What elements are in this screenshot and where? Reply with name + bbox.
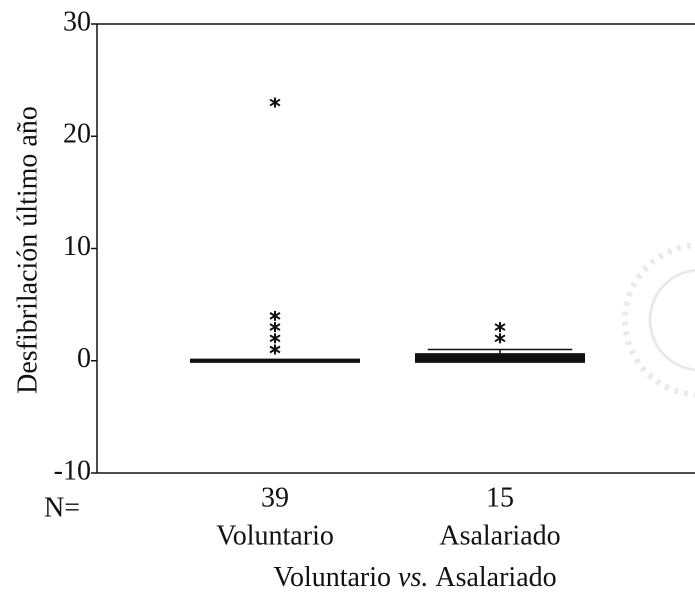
- x-axis-label-part: Voluntario: [273, 562, 391, 593]
- outlier-stroke: [269, 98, 281, 107]
- outlier: [269, 344, 281, 355]
- x-axis-label-part: Asalariado: [435, 562, 556, 593]
- outlier-stroke: [269, 345, 281, 354]
- outlier-stroke: [494, 323, 506, 331]
- watermark: [622, 242, 695, 398]
- outlier-stroke: [494, 334, 506, 343]
- outlier-stroke: [269, 323, 281, 331]
- outlier: [269, 310, 281, 321]
- outlier-stroke: [269, 311, 281, 320]
- x-tick-label: Asalariado: [439, 520, 560, 551]
- y-tick-label: -10: [54, 455, 91, 486]
- y-tick-label: 0: [77, 343, 91, 374]
- outlier: [269, 333, 281, 344]
- outlier: [494, 322, 506, 333]
- x-axis-label: Voluntario vs. Asalariado: [273, 562, 556, 593]
- n-value: 15: [486, 482, 514, 513]
- box-group: [190, 97, 360, 363]
- x-axis-label-part: vs.: [398, 562, 428, 593]
- outlier: [269, 97, 281, 108]
- outlier: [269, 322, 281, 333]
- y-axis-label: Desfibrilación último año: [12, 106, 43, 394]
- n-label: N=: [44, 492, 80, 523]
- y-tick-label: 30: [63, 6, 91, 37]
- y-tick-label: 20: [63, 119, 91, 150]
- outlier: [494, 333, 506, 344]
- y-tick-label: 10: [63, 231, 91, 262]
- box: [415, 353, 585, 363]
- x-tick-label: Voluntario: [216, 520, 334, 551]
- box-group: [415, 322, 585, 363]
- outlier-stroke: [269, 334, 281, 343]
- n-value: 39: [261, 482, 289, 513]
